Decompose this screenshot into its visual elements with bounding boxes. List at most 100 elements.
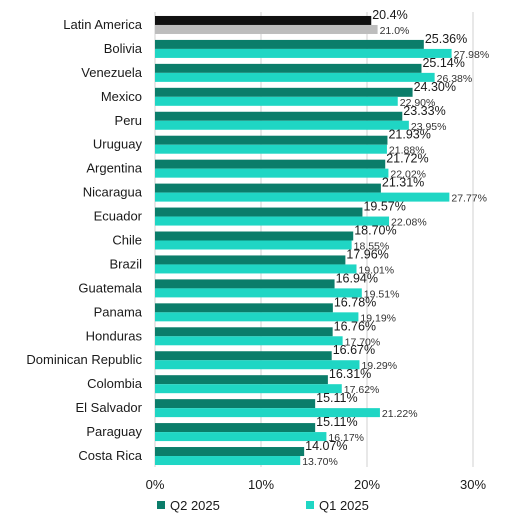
value-label-q1: 19.29% xyxy=(361,360,397,372)
value-label-q1: 22.02% xyxy=(390,169,426,181)
bar-q1-15 xyxy=(155,384,342,394)
value-label-q1: 26.38% xyxy=(437,73,473,85)
value-label-q2: 24.30% xyxy=(414,80,456,94)
category-label: Bolivia xyxy=(104,41,143,56)
bar-q1-13 xyxy=(155,336,343,346)
value-label-q1: 21.22% xyxy=(382,408,418,420)
bar-q1-3 xyxy=(155,96,398,106)
bar-q2-5 xyxy=(155,135,388,145)
category-label: Latin America xyxy=(63,17,143,32)
value-label-q1: 19.19% xyxy=(360,312,396,324)
value-label-q1: 22.08% xyxy=(391,217,427,229)
category-label: Venezuela xyxy=(81,65,142,80)
value-label-q1: 16.17% xyxy=(328,432,364,444)
category-label: Guatemala xyxy=(78,280,142,295)
value-label-q1: 23.95% xyxy=(411,121,447,133)
value-label-q2: 17.96% xyxy=(346,247,388,261)
category-label: Costa Rica xyxy=(78,448,142,463)
category-label: Ecuador xyxy=(94,209,143,224)
value-labels: 20.4% 21.0% 25.36% 27.98%25.14% 26.38%24.30%… xyxy=(302,8,489,468)
x-tick-label: 0% xyxy=(146,477,165,492)
bar-q1-11 xyxy=(155,288,362,298)
legend-swatch-q1 xyxy=(306,501,314,509)
bar-q1-9 xyxy=(155,240,352,250)
value-label-q1: 27.98% xyxy=(454,49,490,61)
bar-q2-16 xyxy=(155,399,316,409)
bar-q1-17 xyxy=(155,432,327,442)
bar-q2-2 xyxy=(155,63,422,73)
x-tick-label: 10% xyxy=(248,477,274,492)
value-label-q2: 25.36% xyxy=(425,32,467,46)
category-label: Dominican Republic xyxy=(26,352,142,367)
value-label-q2: 18.70% xyxy=(354,224,396,238)
bar-q1-1 xyxy=(155,48,452,58)
value-label-q2: 20.4% xyxy=(372,8,407,22)
bar-q2-1 xyxy=(155,39,424,49)
value-label-q2: 14.07% xyxy=(305,439,347,453)
bar-q1-6 xyxy=(155,168,389,178)
category-labels: Latin America Bolivia Venezuela Mexico Peru U… xyxy=(26,17,142,463)
bar-q2-0 xyxy=(155,15,372,25)
value-label-q2: 16.78% xyxy=(334,295,376,309)
bar-q2-17 xyxy=(155,423,316,433)
category-label: Nicaragua xyxy=(83,185,143,200)
bar-q1-0 xyxy=(155,24,378,34)
x-tick-label: 30% xyxy=(460,477,486,492)
value-label-q2: 21.72% xyxy=(386,152,428,166)
value-label-q1: 21.88% xyxy=(389,145,425,157)
category-label: Chile xyxy=(112,233,142,248)
bar-q1-2 xyxy=(155,72,435,82)
category-label: Uruguay xyxy=(93,137,143,152)
category-label: Brazil xyxy=(109,256,142,271)
x-tick-label: 20% xyxy=(354,477,380,492)
bar-q1-7 xyxy=(155,192,450,202)
value-label-q2: 15.11% xyxy=(316,415,357,429)
value-label-q2: 19.57% xyxy=(363,200,405,214)
bar-q2-9 xyxy=(155,231,354,241)
bar-q2-14 xyxy=(155,351,332,361)
value-label-q2: 25.14% xyxy=(422,56,464,70)
legend: Q2 2025 Q1 2025 xyxy=(157,498,369,513)
value-label-q1: 18.55% xyxy=(354,241,390,253)
value-label-q1: 22.90% xyxy=(400,97,436,109)
bar-q2-18 xyxy=(155,447,305,457)
value-label-q1: 21.0% xyxy=(380,25,410,37)
category-label: Argentina xyxy=(86,161,142,176)
bar-q2-3 xyxy=(155,87,413,97)
bar-q2-6 xyxy=(155,159,386,169)
x-axis-ticks: 0% 10% 20% 30% xyxy=(146,477,487,492)
value-label-q2: 23.33% xyxy=(403,104,445,118)
category-label: Peru xyxy=(115,113,142,128)
bar-q1-18 xyxy=(155,456,301,466)
category-label: Mexico xyxy=(101,89,142,104)
value-label-q2: 16.94% xyxy=(336,271,378,285)
value-label-q2: 16.76% xyxy=(334,319,376,333)
value-label-q2: 15.11% xyxy=(316,391,357,405)
value-label-q2: 21.93% xyxy=(388,128,430,142)
bar-q2-4 xyxy=(155,111,403,121)
bar-q2-13 xyxy=(155,327,333,337)
bar-q2-12 xyxy=(155,303,333,313)
bar-q2-15 xyxy=(155,375,328,385)
bar-q2-10 xyxy=(155,255,346,265)
category-label: Paraguay xyxy=(86,424,142,439)
legend-label-q1: Q1 2025 xyxy=(319,498,369,513)
category-label: El Salvador xyxy=(76,400,143,415)
bar-q1-5 xyxy=(155,144,387,154)
value-label-q1: 19.51% xyxy=(364,288,400,300)
bar-q1-8 xyxy=(155,216,390,226)
bar-q1-12 xyxy=(155,312,359,322)
bar-q2-11 xyxy=(155,279,335,289)
bars xyxy=(155,15,452,466)
value-label-q1: 27.77% xyxy=(451,193,487,205)
legend-swatch-q2 xyxy=(157,501,165,509)
bar-q1-4 xyxy=(155,120,409,130)
bar-q1-14 xyxy=(155,360,360,370)
category-label: Colombia xyxy=(87,376,143,391)
category-label: Honduras xyxy=(86,328,143,343)
value-label-q2: 21.31% xyxy=(382,176,424,190)
value-label-q1: 17.70% xyxy=(345,336,381,348)
bar-q1-10 xyxy=(155,264,357,274)
bar-q1-16 xyxy=(155,408,380,418)
